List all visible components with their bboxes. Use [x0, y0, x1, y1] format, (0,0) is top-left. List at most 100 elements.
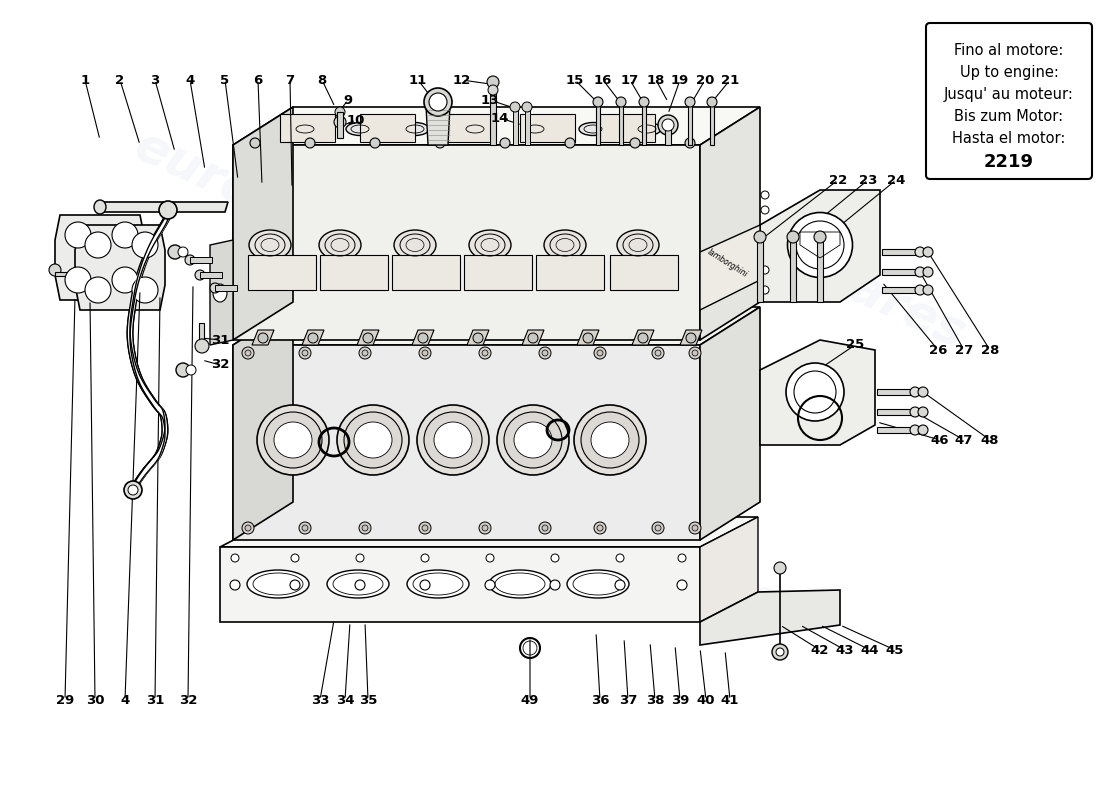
Text: 31: 31	[211, 334, 229, 346]
Bar	[360, 114, 415, 142]
Circle shape	[50, 264, 60, 276]
Text: 9: 9	[343, 94, 353, 106]
Circle shape	[918, 425, 928, 435]
Polygon shape	[760, 190, 880, 302]
Circle shape	[65, 222, 91, 248]
Circle shape	[639, 97, 649, 107]
Text: 29: 29	[56, 694, 74, 706]
Text: 49: 49	[520, 694, 539, 706]
Circle shape	[594, 347, 606, 359]
Bar	[536, 255, 604, 290]
Text: 3: 3	[151, 74, 160, 86]
Circle shape	[685, 138, 695, 148]
Polygon shape	[220, 517, 758, 547]
Ellipse shape	[248, 570, 309, 598]
Polygon shape	[522, 330, 544, 345]
Circle shape	[654, 350, 661, 356]
Ellipse shape	[521, 122, 549, 135]
Text: 11: 11	[409, 74, 427, 86]
Text: Fino al motore:: Fino al motore:	[955, 43, 1064, 58]
Text: 45: 45	[886, 643, 904, 657]
Circle shape	[918, 387, 928, 397]
Circle shape	[362, 525, 369, 531]
Polygon shape	[513, 110, 518, 145]
Circle shape	[915, 285, 925, 295]
Circle shape	[689, 522, 701, 534]
Text: 15: 15	[565, 74, 584, 86]
Text: eurospares: eurospares	[552, 486, 808, 634]
Text: 35: 35	[359, 694, 377, 706]
Circle shape	[334, 116, 346, 128]
Polygon shape	[233, 145, 700, 340]
Circle shape	[542, 350, 548, 356]
Polygon shape	[790, 240, 796, 302]
Polygon shape	[688, 105, 692, 145]
Circle shape	[420, 580, 430, 590]
Text: 48: 48	[981, 434, 999, 446]
Circle shape	[616, 97, 626, 107]
Circle shape	[305, 138, 315, 148]
Circle shape	[132, 232, 158, 258]
Polygon shape	[882, 269, 920, 275]
Circle shape	[185, 255, 195, 265]
Text: 32: 32	[179, 694, 197, 706]
Text: 46: 46	[931, 434, 949, 446]
Circle shape	[550, 580, 560, 590]
Ellipse shape	[424, 412, 482, 468]
Circle shape	[774, 562, 786, 574]
Text: 18: 18	[647, 74, 666, 86]
Circle shape	[308, 333, 318, 343]
Circle shape	[539, 347, 551, 359]
Circle shape	[522, 102, 532, 112]
Circle shape	[478, 522, 491, 534]
Polygon shape	[100, 202, 228, 212]
Text: 10: 10	[346, 114, 365, 126]
Ellipse shape	[514, 422, 552, 458]
Polygon shape	[358, 330, 379, 345]
Ellipse shape	[337, 405, 409, 475]
Polygon shape	[666, 124, 671, 145]
Ellipse shape	[264, 412, 322, 468]
Bar	[248, 255, 316, 290]
Circle shape	[359, 347, 371, 359]
Text: 17: 17	[620, 74, 639, 86]
Text: 2: 2	[116, 74, 124, 86]
Polygon shape	[757, 240, 763, 302]
Circle shape	[292, 554, 299, 562]
Text: 22: 22	[829, 174, 847, 186]
Circle shape	[597, 350, 603, 356]
Polygon shape	[55, 215, 145, 300]
Bar	[280, 114, 336, 142]
Circle shape	[230, 580, 240, 590]
Circle shape	[85, 277, 111, 303]
Polygon shape	[233, 107, 293, 340]
Circle shape	[482, 525, 488, 531]
Ellipse shape	[579, 122, 607, 135]
Text: 4: 4	[120, 694, 130, 706]
Circle shape	[654, 525, 661, 531]
Polygon shape	[210, 240, 233, 345]
Circle shape	[356, 554, 364, 562]
Circle shape	[245, 525, 251, 531]
Polygon shape	[882, 287, 920, 293]
Polygon shape	[233, 307, 760, 345]
Circle shape	[923, 285, 933, 295]
Text: 40: 40	[696, 694, 715, 706]
Text: 8: 8	[318, 74, 327, 86]
Text: 24: 24	[887, 174, 905, 186]
Polygon shape	[817, 240, 823, 302]
Circle shape	[422, 525, 428, 531]
Text: 43: 43	[836, 643, 855, 657]
Text: 27: 27	[955, 343, 974, 357]
Circle shape	[918, 407, 928, 417]
Ellipse shape	[94, 200, 106, 214]
Circle shape	[112, 267, 138, 293]
Text: 39: 39	[671, 694, 690, 706]
Circle shape	[616, 554, 624, 562]
Circle shape	[678, 554, 686, 562]
Circle shape	[910, 425, 920, 435]
Polygon shape	[233, 345, 700, 540]
Circle shape	[160, 201, 177, 219]
Circle shape	[482, 350, 488, 356]
Ellipse shape	[346, 122, 374, 135]
